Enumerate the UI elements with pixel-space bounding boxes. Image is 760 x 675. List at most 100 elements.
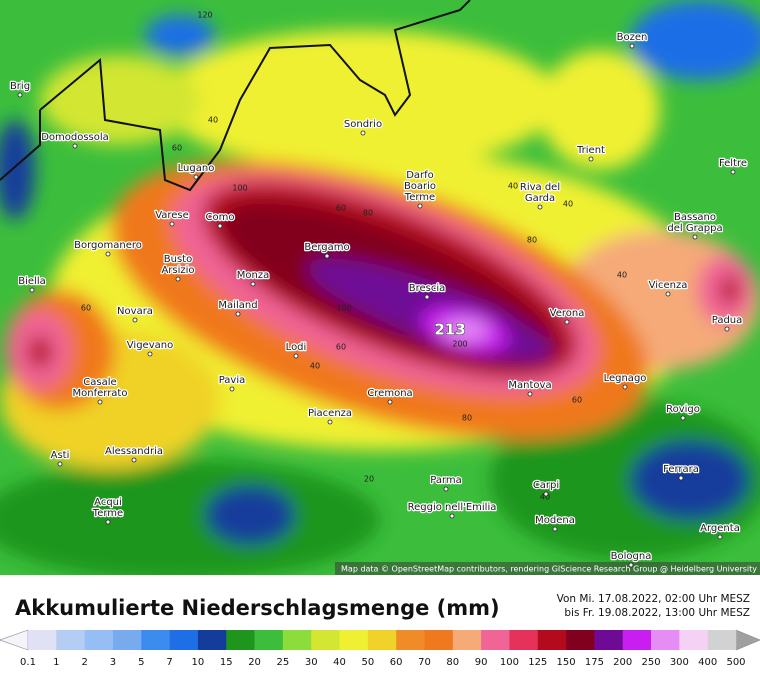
city-marker xyxy=(147,351,153,357)
colorbar-label: 10 xyxy=(192,657,205,668)
colorbar-box xyxy=(679,630,708,650)
colorbar-box xyxy=(424,630,454,650)
contour-label: 100 xyxy=(232,184,247,193)
city-marker xyxy=(678,475,684,481)
city-label: Ferrara xyxy=(663,464,699,475)
city-label: Arsizio xyxy=(161,265,194,276)
colorbar-label: 400 xyxy=(698,657,717,668)
colorbar-box xyxy=(707,630,737,650)
city-marker xyxy=(543,491,549,497)
city-marker xyxy=(443,486,449,492)
colorbar-label: 7 xyxy=(166,657,172,668)
contour-label: 80 xyxy=(527,236,537,245)
contour-label: 40 xyxy=(208,116,218,125)
city-marker xyxy=(730,169,736,175)
city-label: Verona xyxy=(550,308,585,319)
city-label: Lugano xyxy=(178,163,215,174)
city-label: Lodi xyxy=(286,342,307,353)
colorbar-label: 500 xyxy=(726,657,745,668)
colorbar-box xyxy=(226,630,255,650)
colorbar-box xyxy=(339,630,369,650)
colorbar-box xyxy=(28,630,57,650)
city-label: Feltre xyxy=(719,158,747,169)
colorbar-box xyxy=(622,630,652,650)
city-label: Cremona xyxy=(367,388,412,399)
colorbar-label: 200 xyxy=(613,657,632,668)
colorbar-label: 80 xyxy=(446,657,459,668)
colorbar-label: 150 xyxy=(557,657,576,668)
city-label: Casale xyxy=(83,377,116,388)
city-marker xyxy=(527,391,533,397)
city-label: Carpi xyxy=(533,480,559,491)
city-marker xyxy=(217,223,223,229)
city-marker xyxy=(105,251,111,257)
colorbar-box xyxy=(254,630,284,650)
city-label: Padua xyxy=(712,315,743,326)
city-label: Brescia xyxy=(409,283,446,294)
city-marker xyxy=(17,92,23,98)
contour-label: 200 xyxy=(452,340,467,349)
colorbar-box xyxy=(282,630,312,650)
city-label: Parma xyxy=(430,475,462,486)
colorbar-label: 60 xyxy=(390,657,403,668)
city-label: Vicenza xyxy=(649,280,688,291)
contour-label: 80 xyxy=(462,414,472,423)
contour-label: 60 xyxy=(81,304,91,313)
city-label: Monferrato xyxy=(73,388,128,399)
city-label: Brig xyxy=(10,81,30,92)
city-label: Trient xyxy=(576,145,605,156)
city-marker xyxy=(564,319,570,325)
city-label: Como xyxy=(206,212,235,223)
colorbar-box xyxy=(56,630,85,650)
contour-label: 40 xyxy=(310,362,320,371)
colorbar-box xyxy=(509,630,539,650)
colorbar-box xyxy=(169,630,199,650)
city-label: Boario xyxy=(404,181,436,192)
city-marker xyxy=(680,415,686,421)
contour-label: 40 xyxy=(563,200,573,209)
city-marker xyxy=(29,287,35,293)
city-label: Piacenza xyxy=(308,408,352,419)
city-label: Novara xyxy=(117,306,153,317)
city-label: Rovigo xyxy=(666,404,700,415)
city-marker xyxy=(132,317,138,323)
colorbar-box xyxy=(537,630,567,650)
city-marker xyxy=(387,399,393,405)
legend: Akkumulierte Niederschlagsmenge (mm) Von… xyxy=(0,593,760,668)
city-marker xyxy=(449,513,455,519)
city-label: Modena xyxy=(535,515,575,526)
city-marker xyxy=(552,526,558,532)
city-marker xyxy=(692,234,698,240)
city-marker xyxy=(250,281,256,287)
colorbar-label: 125 xyxy=(528,657,547,668)
colorbar-arrow-low xyxy=(0,629,29,651)
city-label: Bergamo xyxy=(304,242,349,253)
city-marker xyxy=(169,221,175,227)
city-marker xyxy=(537,204,543,210)
attribution-bg xyxy=(335,562,760,575)
city-label: Biella xyxy=(18,276,45,287)
city-marker xyxy=(131,457,137,463)
city-label: Legnago xyxy=(604,373,647,384)
colorbar-box xyxy=(396,630,425,650)
city-marker xyxy=(327,419,333,425)
colorbar-box xyxy=(594,630,624,650)
city-label: Sondrio xyxy=(344,119,382,130)
colorbar-label: 2 xyxy=(81,657,87,668)
city-marker xyxy=(229,386,235,392)
city-label: Argenta xyxy=(700,523,740,534)
colorbar-label: 50 xyxy=(361,657,374,668)
city-label: del Grappa xyxy=(667,223,722,234)
contour-label: 60 xyxy=(336,343,346,352)
city-marker xyxy=(588,156,594,162)
city-marker xyxy=(629,43,635,49)
contour-label: 120 xyxy=(197,11,212,20)
colorbar-box xyxy=(197,630,227,650)
city-label: Domodossola xyxy=(41,132,109,143)
contour-label: 100 xyxy=(336,304,351,313)
period-from: Von Mi. 17.08.2022, 02:00 Uhr MESZ xyxy=(557,593,750,605)
colorbar-label: 175 xyxy=(585,657,604,668)
contour-label: 60 xyxy=(336,204,346,213)
period-to: bis Fr. 19.08.2022, 13:00 Uhr MESZ xyxy=(564,607,750,619)
colorbar-box xyxy=(141,630,170,650)
